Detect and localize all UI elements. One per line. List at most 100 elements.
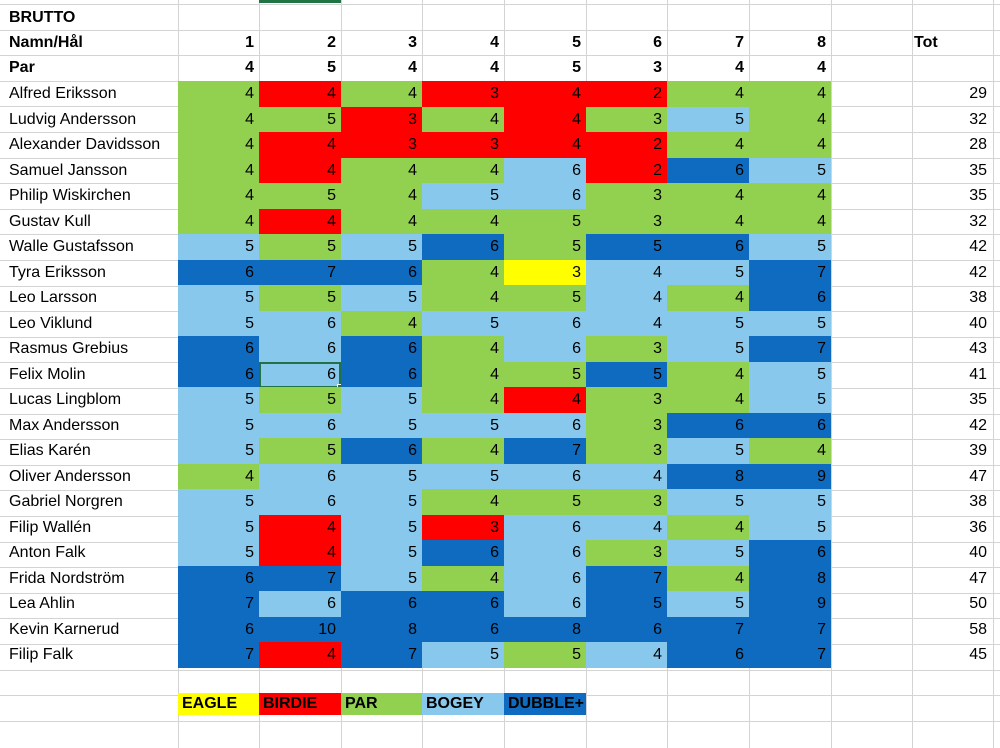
player-name[interactable]: Oliver Andersson <box>9 468 131 485</box>
score-cell[interactable]: 6 <box>341 336 422 362</box>
par-value[interactable]: 4 <box>490 59 499 76</box>
score-cell[interactable]: 4 <box>504 81 586 107</box>
score-cell[interactable]: 5 <box>178 234 259 260</box>
score-cell[interactable]: 6 <box>178 260 259 286</box>
hole-header[interactable]: 8 <box>817 34 826 51</box>
score-cell[interactable]: 7 <box>586 566 667 592</box>
score-cell[interactable]: 5 <box>178 515 259 541</box>
hole-header[interactable]: 2 <box>327 34 336 51</box>
score-cell[interactable]: 5 <box>667 260 749 286</box>
score-cell[interactable]: 4 <box>422 489 504 515</box>
par-value[interactable]: 5 <box>572 59 581 76</box>
score-cell[interactable]: 6 <box>259 413 341 439</box>
score-cell[interactable]: 6 <box>504 591 586 617</box>
score-cell[interactable]: 5 <box>667 591 749 617</box>
legend-birdie[interactable]: BIRDIE <box>259 693 341 715</box>
player-name[interactable]: Leo Larsson <box>9 289 98 306</box>
sheet-title[interactable]: BRUTTO <box>9 9 76 26</box>
player-total[interactable]: 42 <box>969 264 987 281</box>
score-cell[interactable]: 4 <box>178 132 259 158</box>
score-cell[interactable]: 3 <box>586 336 667 362</box>
score-cell[interactable]: 5 <box>341 387 422 413</box>
score-cell[interactable]: 6 <box>586 617 667 643</box>
score-cell[interactable]: 4 <box>178 81 259 107</box>
score-cell[interactable]: 6 <box>259 464 341 490</box>
score-cell[interactable]: 7 <box>259 566 341 592</box>
score-cell[interactable]: 5 <box>586 234 667 260</box>
score-cell[interactable]: 5 <box>259 285 341 311</box>
score-cell[interactable]: 5 <box>422 311 504 337</box>
player-total[interactable]: 47 <box>969 468 987 485</box>
player-total[interactable]: 35 <box>969 391 987 408</box>
player-total[interactable]: 41 <box>969 366 987 383</box>
score-cell[interactable]: 6 <box>667 413 749 439</box>
player-name[interactable]: Max Andersson <box>9 417 120 434</box>
score-cell[interactable]: 6 <box>178 336 259 362</box>
score-cell[interactable]: 5 <box>178 540 259 566</box>
player-name[interactable]: Kevin Karnerud <box>9 621 120 638</box>
score-cell[interactable]: 4 <box>259 209 341 235</box>
score-cell[interactable]: 3 <box>504 260 586 286</box>
score-cell[interactable]: 4 <box>422 387 504 413</box>
score-cell[interactable]: 4 <box>341 81 422 107</box>
score-cell[interactable]: 5 <box>504 489 586 515</box>
par-value[interactable]: 4 <box>408 59 417 76</box>
score-cell[interactable]: 5 <box>259 234 341 260</box>
player-name[interactable]: Ludvig Andersson <box>9 111 137 128</box>
score-cell[interactable]: 5 <box>178 285 259 311</box>
score-cell[interactable]: 5 <box>341 515 422 541</box>
score-cell[interactable]: 4 <box>667 515 749 541</box>
score-cell[interactable]: 6 <box>504 540 586 566</box>
score-cell[interactable]: 5 <box>422 183 504 209</box>
score-cell[interactable]: 2 <box>586 132 667 158</box>
score-cell[interactable]: 6 <box>504 566 586 592</box>
score-cell[interactable]: 6 <box>259 489 341 515</box>
score-cell[interactable]: 5 <box>178 311 259 337</box>
score-cell[interactable]: 4 <box>667 209 749 235</box>
score-cell[interactable]: 8 <box>341 617 422 643</box>
score-cell[interactable]: 4 <box>341 183 422 209</box>
score-cell[interactable]: 6 <box>178 566 259 592</box>
score-cell[interactable]: 3 <box>586 489 667 515</box>
player-total[interactable]: 38 <box>969 493 987 510</box>
score-cell[interactable]: 6 <box>341 260 422 286</box>
score-cell[interactable]: 5 <box>341 413 422 439</box>
player-name[interactable]: Rasmus Grebius <box>9 340 129 357</box>
player-total[interactable]: 58 <box>969 621 987 638</box>
player-name[interactable]: Philip Wiskirchen <box>9 187 131 204</box>
score-cell[interactable]: 5 <box>259 183 341 209</box>
score-cell[interactable]: 9 <box>749 464 831 490</box>
score-cell[interactable]: 6 <box>504 158 586 184</box>
score-cell[interactable]: 4 <box>178 107 259 133</box>
score-cell[interactable]: 4 <box>504 107 586 133</box>
score-cell[interactable]: 3 <box>586 540 667 566</box>
score-cell[interactable]: 5 <box>749 234 831 260</box>
score-cell[interactable]: 4 <box>259 540 341 566</box>
score-cell[interactable]: 5 <box>667 107 749 133</box>
player-name[interactable]: Walle Gustafsson <box>9 238 134 255</box>
score-cell[interactable]: 4 <box>178 209 259 235</box>
score-cell[interactable]: 4 <box>178 158 259 184</box>
legend-bogey[interactable]: BOGEY <box>422 693 504 715</box>
par-row-label[interactable]: Par <box>9 59 35 76</box>
player-name[interactable]: Frida Nordström <box>9 570 125 587</box>
score-cell[interactable]: 5 <box>504 285 586 311</box>
score-cell[interactable]: 4 <box>667 183 749 209</box>
score-cell[interactable]: 5 <box>667 311 749 337</box>
score-cell[interactable]: 7 <box>749 617 831 643</box>
score-cell[interactable]: 4 <box>341 311 422 337</box>
player-name[interactable]: Samuel Jansson <box>9 162 128 179</box>
score-cell[interactable]: 4 <box>586 515 667 541</box>
score-cell[interactable]: 4 <box>178 183 259 209</box>
score-cell[interactable]: 4 <box>422 566 504 592</box>
score-cell[interactable]: 5 <box>259 387 341 413</box>
score-cell[interactable]: 4 <box>259 158 341 184</box>
score-cell[interactable]: 7 <box>178 642 259 668</box>
hole-header[interactable]: 6 <box>653 34 662 51</box>
par-value[interactable]: 4 <box>245 59 254 76</box>
score-cell[interactable]: 4 <box>259 642 341 668</box>
score-cell[interactable]: 8 <box>667 464 749 490</box>
score-cell[interactable]: 5 <box>504 234 586 260</box>
score-cell[interactable]: 4 <box>504 132 586 158</box>
